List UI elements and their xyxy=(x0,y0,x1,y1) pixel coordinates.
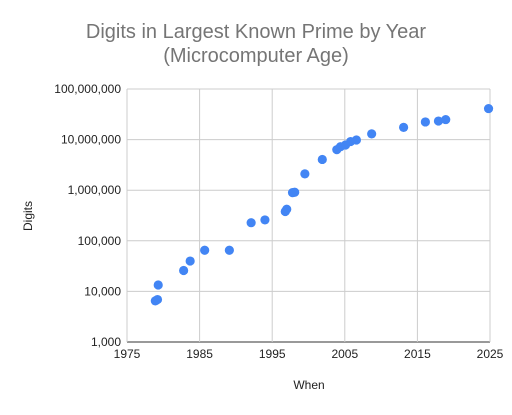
data-point xyxy=(483,103,494,114)
x-axis-label: When xyxy=(293,378,324,392)
gridlines xyxy=(126,88,491,343)
chart-title: Digits in Largest Known Prime by Year xyxy=(85,21,427,43)
chart-subtitle: (Microcomputer Age) xyxy=(163,45,349,67)
x-tick-label: 1975 xyxy=(114,347,141,361)
data-point xyxy=(224,245,234,255)
data-point xyxy=(317,154,327,165)
data-point xyxy=(260,215,270,225)
y-tick-label: 10,000,000 xyxy=(61,133,121,147)
y-axis-ticks: 1,000 10,000 100,000 1,000,000 10,000,000 100… xyxy=(54,82,121,349)
x-tick-label: 2005 xyxy=(331,347,358,361)
data-point xyxy=(152,294,163,305)
y-tick-label: 100,000,000 xyxy=(54,82,121,96)
data-point xyxy=(185,256,195,266)
x-tick-label: 1995 xyxy=(259,347,286,361)
data-point xyxy=(246,218,256,228)
x-axis-ticks: 1975 1985 1995 2005 2015 2025 xyxy=(114,347,504,361)
y-tick-label: 1,000,000 xyxy=(68,183,122,197)
x-tick-label: 1985 xyxy=(186,347,213,361)
data-point xyxy=(200,245,210,255)
y-tick-label: 100,000 xyxy=(78,234,122,248)
y-axis-label: Digits xyxy=(21,201,35,231)
data-point xyxy=(351,135,362,145)
data-point xyxy=(282,204,292,214)
data-point xyxy=(433,116,444,126)
data-points xyxy=(150,103,494,306)
data-point xyxy=(290,187,300,197)
x-tick-label: 2025 xyxy=(477,347,504,361)
data-point xyxy=(367,129,377,139)
data-point xyxy=(441,114,451,125)
y-tick-label: 1,000 xyxy=(91,335,121,349)
y-tick-label: 10,000 xyxy=(84,284,121,298)
data-point xyxy=(153,280,163,290)
data-point xyxy=(399,122,409,132)
data-point xyxy=(420,117,430,127)
data-point xyxy=(179,265,189,276)
data-point xyxy=(300,169,310,179)
x-tick-label: 2015 xyxy=(404,347,431,361)
